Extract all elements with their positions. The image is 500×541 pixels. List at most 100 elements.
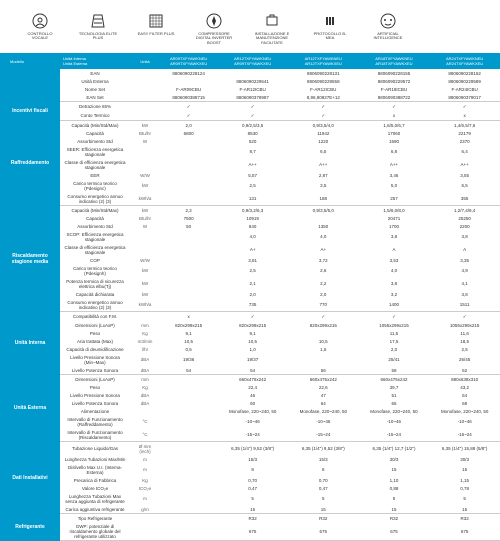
data-cell: 11942 — [288, 129, 359, 137]
row-unit: °C — [130, 428, 160, 442]
data-cell: 30/3 — [429, 455, 500, 463]
data-cell: 2,0 — [160, 121, 217, 130]
section-label: Riscaldamento stagione media — [0, 206, 60, 312]
data-cell: ✓ — [217, 111, 288, 121]
table-row: COPW/W3,813,723,533,35 — [0, 256, 500, 264]
data-cell: F-AR18ICBU — [359, 85, 430, 93]
data-cell: 1,5/6,0/8,0 — [359, 206, 430, 215]
row-label: Classe di efficienza energetica stagiona… — [60, 158, 130, 171]
feature-icon: PROTOCOLLO B-MEA — [310, 12, 350, 45]
data-cell: 8806090228162 — [429, 69, 500, 77]
data-cell — [160, 463, 217, 476]
row-label: Intervallo di Funzionamento (Raffreddame… — [60, 415, 130, 428]
data-cell: 2,0 — [359, 345, 430, 353]
data-cell: 19/37 — [217, 353, 288, 366]
row-unit — [130, 522, 160, 541]
row-label: EER — [60, 171, 130, 179]
col-5: AR24TXFYAWKNEUAR24TXFYAWKXEU — [429, 53, 500, 69]
table-row: Carico termico teorico (Pdesignc)kW2,53,… — [0, 179, 500, 192]
data-cell: 8806090229558 — [288, 77, 359, 85]
table-row: Precarica di FabbricaKg0,700,701,101,15 — [0, 476, 500, 484]
row-unit: l/hr — [130, 345, 160, 353]
row-label: Dimensioni (LxAxP) — [60, 321, 130, 329]
data-cell: 3,8 — [359, 230, 430, 243]
data-cell: A+ — [217, 243, 288, 256]
row-unit: dBA — [130, 399, 160, 407]
data-cell: ✓ — [359, 102, 430, 112]
feature-icon: TECNOLOGIA ELITE PLUS — [78, 12, 118, 45]
row-label: Consumo energetico annuo indicativo (2) … — [60, 192, 130, 206]
table-row: Carica aggiuntiva refrigeranteg/m1515151… — [0, 505, 500, 514]
section-label: Unità Esterna — [0, 375, 60, 442]
data-cell: 65 — [359, 399, 430, 407]
feature-icon: ARTIFICIAL INTELLIGENCE — [368, 12, 408, 45]
data-cell — [160, 137, 217, 145]
data-cell: 22179 — [429, 129, 500, 137]
row-unit: kW — [130, 264, 160, 277]
data-cell: 820x299x215 — [160, 321, 217, 329]
data-cell — [288, 214, 359, 222]
data-cell: 820x299x215 — [217, 321, 288, 329]
data-cell: A++ — [429, 158, 500, 171]
section-label: Dati Installativi — [0, 442, 60, 514]
data-cell: 8806090229572 — [359, 77, 430, 85]
icon-svg — [205, 12, 223, 30]
row-label: Livello Potenza Sonora — [60, 366, 130, 375]
row-unit — [130, 312, 160, 322]
data-cell: 68 — [429, 399, 500, 407]
data-cell: 2,2 — [160, 206, 217, 215]
data-cell: 10919 — [217, 214, 288, 222]
data-cell: 6,8 — [359, 145, 430, 158]
data-cell: A++ — [288, 158, 359, 171]
row-label: SCOP: Efficienza energetica stagionale — [60, 230, 130, 243]
icon-label: PROTOCOLLO B-MEA — [310, 32, 350, 41]
row-unit: m — [130, 455, 160, 463]
data-cell: x — [429, 111, 500, 121]
data-cell: 675 — [429, 522, 500, 541]
data-cell: ✓ — [288, 312, 359, 322]
data-cell: 39,7 — [359, 383, 430, 391]
data-cell: 131 — [217, 192, 288, 206]
data-cell: 0,9/3,5/4,0 — [288, 121, 359, 130]
table-row: SCOP: Efficienza energetica stagionale 4,… — [0, 230, 500, 243]
data-cell: 3,46 — [359, 171, 430, 179]
data-cell: 15/3 — [288, 455, 359, 463]
data-cell: 10,5 — [217, 337, 288, 345]
data-cell: 11,6 — [429, 329, 500, 337]
data-cell: 3,8 — [429, 230, 500, 243]
data-cell: 0,47 — [288, 484, 359, 492]
table-row: AlimentazioneMonofase, 220~240, 50Monofa… — [0, 407, 500, 415]
data-cell: 4,0 — [288, 230, 359, 243]
data-cell: A+ — [288, 243, 359, 256]
data-cell: 15 — [217, 505, 288, 514]
data-cell: 5 — [429, 492, 500, 505]
data-cell: 2,5 — [217, 179, 288, 192]
row-unit: Kg — [130, 476, 160, 484]
col-4: AR18TXFYAWKNEUAR18TXFYAWKXEU — [359, 53, 430, 69]
row-unit: Btu/hr — [130, 129, 160, 137]
col-3: AR12TXFYAWKNEUAR12TXFYAWKXEU — [288, 53, 359, 69]
row-label: Nome Set — [60, 85, 130, 93]
icon-svg — [147, 12, 165, 30]
data-cell: 26/45 — [429, 353, 500, 366]
row-unit — [130, 407, 160, 415]
data-cell: 2,87 — [288, 171, 359, 179]
data-cell: 25250 — [429, 214, 500, 222]
data-cell: -10~46 — [288, 415, 359, 428]
data-cell — [160, 243, 217, 256]
data-cell: 11,5 — [359, 329, 430, 337]
row-label: Intervallo di Funzionamento (Riscaldamen… — [60, 428, 130, 442]
row-label: Precarica di Fabbrica — [60, 476, 130, 484]
data-cell: 735 — [217, 298, 288, 312]
data-cell: 15/3 — [217, 455, 288, 463]
data-cell: 5 — [359, 492, 430, 505]
data-cell: 6,35 (1/4") 15,88 (5/8") — [429, 442, 500, 456]
data-cell — [288, 353, 359, 366]
data-cell: 4,1 — [429, 277, 500, 290]
data-cell: 2,5 — [429, 345, 500, 353]
row-unit: kW — [130, 121, 160, 130]
row-unit — [130, 111, 160, 121]
data-cell: 8806090388722 — [359, 93, 430, 102]
data-cell: 1400 — [359, 298, 430, 312]
data-cell: 6800 — [160, 129, 217, 137]
